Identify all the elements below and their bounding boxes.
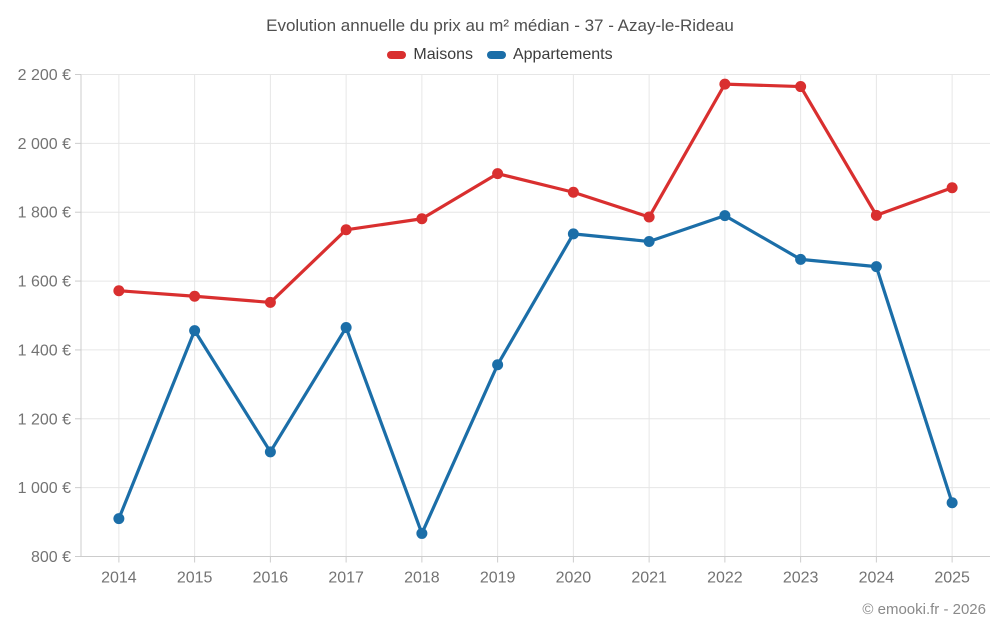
x-axis-label: 2025 [934,570,970,587]
x-axis-label: 2016 [253,570,289,587]
y-axis-label: 1 800 € [18,205,71,222]
data-point-maisons-2015[interactable] [189,290,201,302]
x-axis-label: 2018 [404,570,440,587]
data-point-maisons-2023[interactable] [795,81,807,93]
data-point-appartements-2017[interactable] [340,322,352,334]
y-axis-label: 2 000 € [18,136,71,153]
x-axis-label: 2021 [631,570,667,587]
data-point-maisons-2021[interactable] [643,211,655,223]
y-axis-label: 1 600 € [18,274,71,291]
y-axis-label: 1 000 € [18,480,71,497]
x-axis-label: 2019 [480,570,516,587]
y-axis-label: 1 200 € [18,411,71,428]
chart-title: Evolution annuelle du prix au m² médian … [266,16,734,35]
data-point-appartements-2014[interactable] [113,513,125,525]
legend-item-maisons[interactable]: Maisons [387,46,473,64]
legend-swatch-appartements [486,51,506,59]
data-point-appartements-2020[interactable] [567,228,579,240]
series-line-maisons [117,82,954,305]
data-point-maisons-2017[interactable] [340,224,352,236]
data-point-maisons-2019[interactable] [492,168,504,180]
data-point-appartements-2024[interactable] [870,261,882,273]
legend-label: Maisons [413,46,473,63]
data-point-appartements-2019[interactable] [492,359,504,371]
legend: Maisons Appartements [0,46,1000,64]
legend-label: Appartements [512,46,613,63]
legend-swatch-maisons [387,51,407,59]
data-point-appartements-2016[interactable] [264,446,276,458]
data-point-maisons-2016[interactable] [264,296,276,308]
x-axis-label: 2023 [783,570,819,587]
x-axis-label: 2014 [101,570,137,587]
data-point-maisons-2025[interactable] [946,182,958,194]
y-axis-label: 800 € [31,549,71,566]
data-point-maisons-2014[interactable] [113,285,125,297]
credit-text: © emooki.fr - 2026 [862,601,986,618]
x-axis-label: 2024 [859,570,895,587]
y-axis-label: 1 400 € [18,342,71,359]
data-point-appartements-2025[interactable] [946,497,958,509]
data-point-maisons-2022[interactable] [719,78,731,90]
data-point-appartements-2021[interactable] [643,235,655,247]
series-line-appartements [117,214,954,536]
data-point-appartements-2022[interactable] [719,210,731,222]
data-point-appartements-2023[interactable] [795,253,807,265]
data-point-appartements-2015[interactable] [189,325,201,337]
data-point-maisons-2020[interactable] [567,186,579,198]
data-point-maisons-2024[interactable] [870,209,882,221]
x-axis-label: 2020 [556,570,592,587]
x-axis-label: 2017 [328,570,364,587]
legend-item-appartements[interactable]: Appartements [486,46,613,64]
y-axis-label: 2 200 € [18,67,71,84]
data-point-appartements-2018[interactable] [416,527,428,539]
data-point-maisons-2018[interactable] [416,213,428,225]
x-axis-label: 2022 [707,570,743,587]
x-axis-label: 2015 [177,570,213,587]
